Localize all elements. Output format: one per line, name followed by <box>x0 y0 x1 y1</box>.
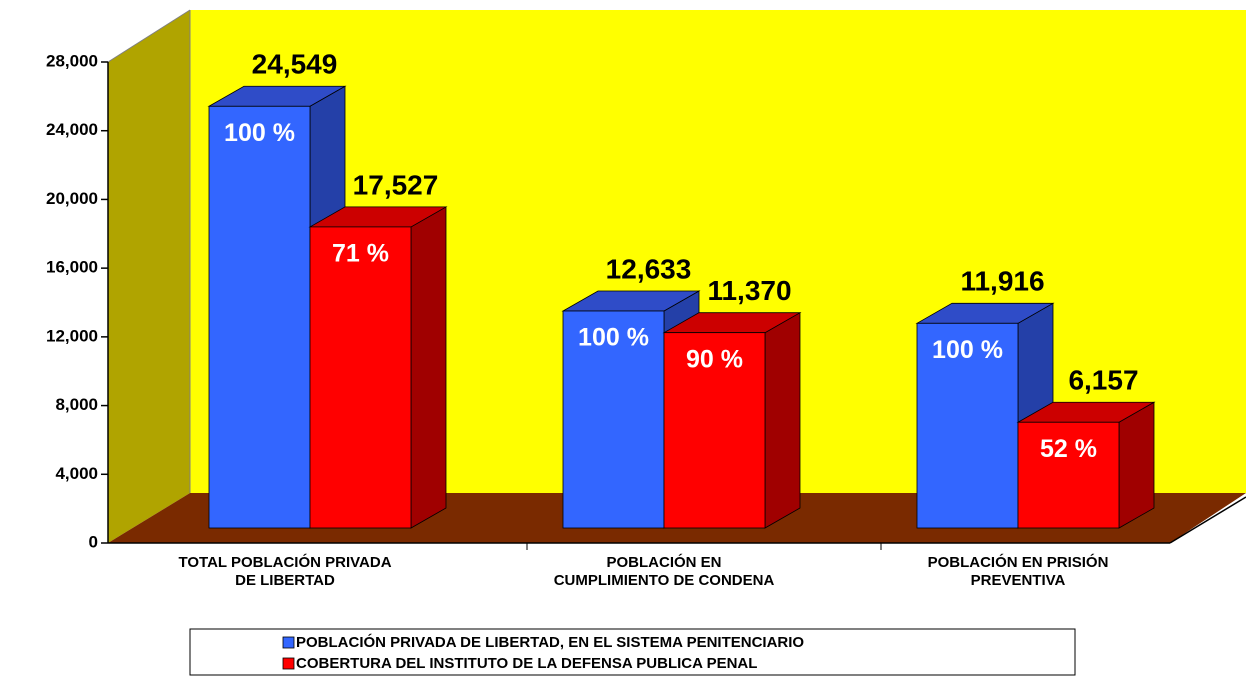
bar <box>562 310 665 529</box>
y-tick-label: 0 <box>89 532 98 551</box>
value-label: 6,157 <box>1068 365 1138 396</box>
legend-swatch <box>282 657 295 670</box>
value-label: 12,633 <box>606 253 692 284</box>
percent-label: 100 % <box>578 324 649 352</box>
legend-label: POBLACIÓN PRIVADA DE LIBERTAD, EN EL SIS… <box>296 633 804 651</box>
y-tick-label: 20,000 <box>46 189 98 208</box>
bar <box>309 226 412 529</box>
x-tick-label: TOTAL POBLACIÓN PRIVADA <box>178 553 391 571</box>
y-tick-label: 28,000 <box>46 51 98 70</box>
y-tick-label: 8,000 <box>55 395 98 414</box>
side-wall <box>108 10 190 543</box>
x-tick-label: POBLACIÓN EN PRISIÓN <box>928 553 1109 571</box>
legend-swatch <box>282 636 295 649</box>
bar <box>1017 421 1120 529</box>
percent-label: 90 % <box>686 345 743 373</box>
y-tick-label: 24,000 <box>46 120 98 139</box>
bar-side <box>410 206 447 529</box>
bar <box>208 105 311 529</box>
x-tick-label: DE LIBERTAD <box>235 572 335 589</box>
y-tick-label: 12,000 <box>46 326 98 345</box>
wall-edge <box>107 9 191 63</box>
percent-label: 71 % <box>332 240 389 268</box>
value-label: 11,916 <box>960 266 1044 297</box>
y-tick-label: 4,000 <box>55 464 98 483</box>
bar <box>663 332 766 529</box>
value-label: 24,549 <box>252 49 338 80</box>
floor-right <box>1169 496 1246 544</box>
value-label: 17,527 <box>353 169 439 200</box>
legend-label: COBERTURA DEL INSTITUTO DE LA DEFENSA PU… <box>296 655 757 672</box>
bar-side <box>1118 401 1155 529</box>
value-label: 11,370 <box>707 275 791 306</box>
percent-label: 100 % <box>932 336 1003 364</box>
percent-label: 52 % <box>1040 435 1097 463</box>
legend-box <box>189 628 1076 676</box>
x-tick-label: PREVENTIVA <box>971 572 1066 589</box>
bar-side <box>764 311 801 529</box>
bar <box>916 322 1019 529</box>
y-tick-label: 16,000 <box>46 258 98 277</box>
percent-label: 100 % <box>224 119 295 147</box>
x-tick-label: POBLACIÓN EN <box>606 553 721 571</box>
x-tick-label: CUMPLIMIENTO DE CONDENA <box>554 572 775 589</box>
